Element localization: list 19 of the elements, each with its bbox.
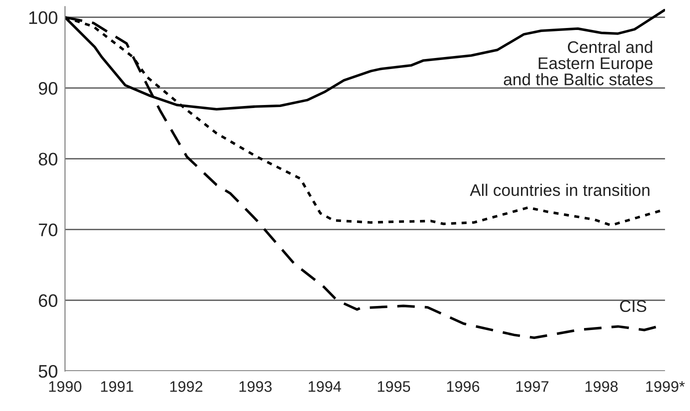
x-tick-label: 1992 <box>170 381 202 392</box>
y-tick-label: 60 <box>38 294 58 307</box>
y-tick-label: 90 <box>38 82 58 95</box>
x-tick-label: 1999* <box>646 381 685 392</box>
series-label: Central and Eastern Europe and the Baltic states <box>504 40 653 86</box>
y-tick-label: 70 <box>38 223 58 236</box>
x-tick-label: 1998 <box>586 381 618 392</box>
x-tick-label: 1991 <box>101 381 134 392</box>
x-tick-label: 1997 <box>516 381 548 392</box>
y-tick-label: 80 <box>38 152 58 166</box>
x-tick-label: 1993 <box>239 381 272 392</box>
y-tick-label: 50 <box>38 364 58 378</box>
x-tick-label: 1996 <box>447 381 480 392</box>
x-tick-label: 1994 <box>308 381 342 392</box>
y-tick-label: 100 <box>29 11 58 24</box>
series-label: All countries in transition <box>470 184 650 196</box>
series-label: CIS <box>620 300 646 312</box>
x-tick-label: 1990 <box>49 381 82 392</box>
x-tick-label: 1995 <box>378 381 410 392</box>
